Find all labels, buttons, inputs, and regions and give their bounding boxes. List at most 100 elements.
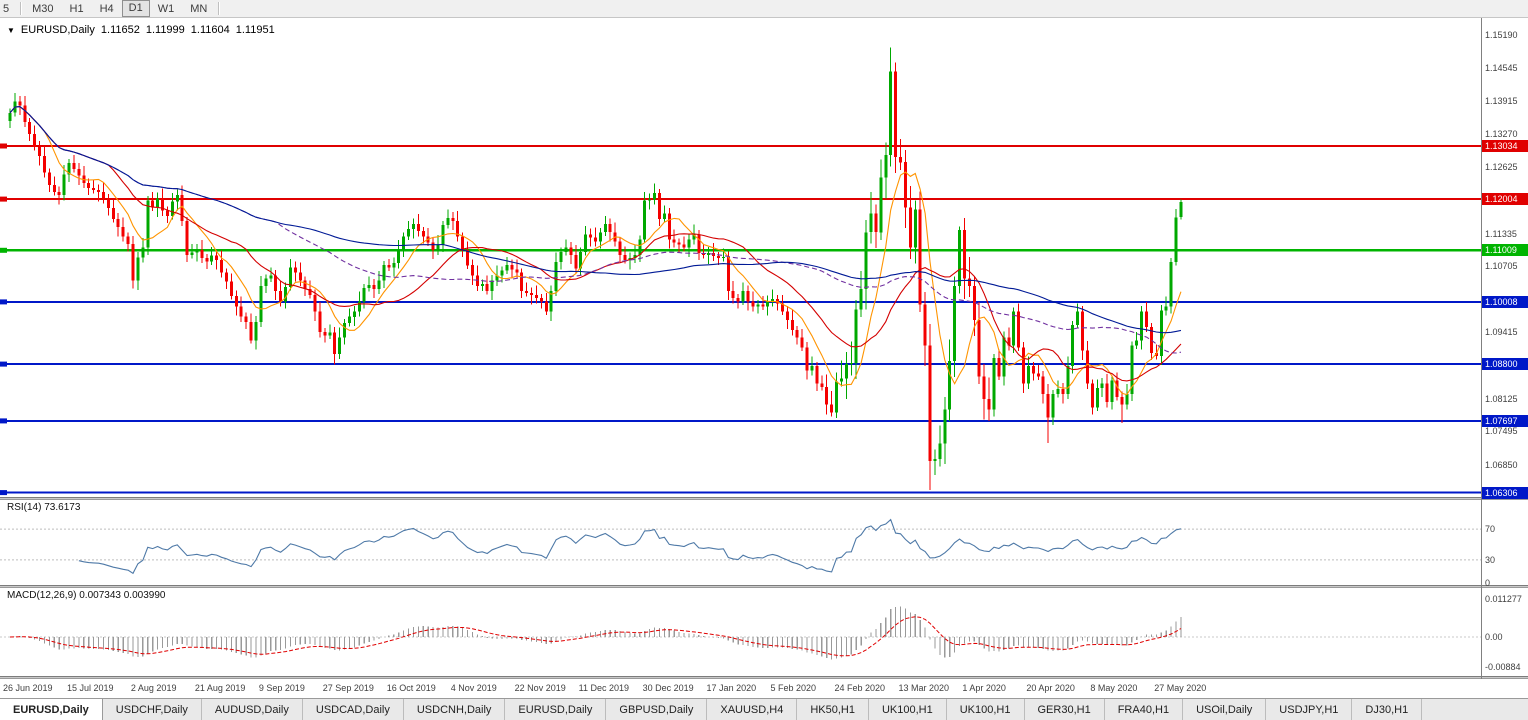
candle <box>377 280 381 289</box>
candle <box>333 332 337 354</box>
chart-tab-xauusd-h4[interactable]: XAUUSD,H4 <box>707 699 798 720</box>
candle <box>8 112 12 121</box>
candle <box>274 275 278 291</box>
candle <box>1061 388 1065 394</box>
chart-tab-gbpusd-daily[interactable]: GBPUSD,Daily <box>606 699 708 720</box>
price-axis-tick: 1.13270 <box>1485 128 1518 139</box>
timeframe-button-5[interactable]: 5 <box>3 2 10 15</box>
candle <box>987 399 991 410</box>
price-level-badge[interactable]: 1.10008 <box>1482 295 1528 308</box>
panel-splitter-rsi-macd[interactable] <box>0 585 1528 588</box>
chart-tab-eurusd-daily[interactable]: EURUSD,Daily <box>0 699 103 720</box>
candle <box>249 321 253 341</box>
candle <box>849 363 853 365</box>
candle <box>357 301 361 312</box>
timeframe-button-m30[interactable]: M30 <box>32 2 54 15</box>
candle <box>47 172 51 185</box>
price-level-badge[interactable]: 1.07697 <box>1482 414 1528 427</box>
candle <box>534 295 538 299</box>
panel-splitter-main-rsi[interactable] <box>0 497 1528 500</box>
candle <box>510 265 514 270</box>
candle <box>185 220 189 255</box>
ohlc-open-value: 1.11652 <box>100 24 140 36</box>
price-axis-tick: 1.12625 <box>1485 162 1518 173</box>
chart-tab-usdcad-daily[interactable]: USDCAD,Daily <box>302 699 404 720</box>
timeframe-button-h4[interactable]: H4 <box>99 2 114 15</box>
chart-tab-hk50-h1[interactable]: HK50,H1 <box>797 699 869 720</box>
candle <box>997 357 1001 377</box>
chart-tab-eurusd-daily[interactable]: EURUSD,Daily <box>505 699 607 720</box>
candle <box>1100 383 1104 388</box>
candle <box>889 71 893 155</box>
macd-indicator-panel[interactable] <box>0 588 1481 676</box>
price-axis-tick: 1.15190 <box>1485 29 1518 40</box>
candle <box>574 254 578 269</box>
candle <box>721 257 725 258</box>
candlestick-chart[interactable] <box>0 18 1481 497</box>
timeframe-button-mn[interactable]: MN <box>190 2 208 15</box>
time-axis-label: 27 Sep 2019 <box>322 683 374 693</box>
candle <box>175 195 179 202</box>
candle <box>830 404 834 413</box>
chart-tab-usdcnh-daily[interactable]: USDCNH,Daily <box>403 699 506 720</box>
candle <box>923 304 927 346</box>
chart-tab-fra40-h1[interactable]: FRA40,H1 <box>1104 699 1184 720</box>
price-axis-divider <box>1481 18 1482 679</box>
chart-tab-usdchf-daily[interactable]: USDCHF,Daily <box>102 699 202 720</box>
candle <box>180 195 184 221</box>
candle <box>1090 383 1094 408</box>
price-level-badge[interactable]: 1.08800 <box>1482 358 1528 371</box>
candle <box>1022 347 1026 384</box>
timeframe-button-h1[interactable]: H1 <box>69 2 84 15</box>
time-axis-label: 16 Oct 2019 <box>386 683 436 693</box>
candle <box>908 207 912 248</box>
candle <box>864 232 868 289</box>
time-axis[interactable]: 26 Jun 2019 15 Jul 2019 2 Aug 2019 21 Aug 2… <box>0 679 1481 698</box>
candle <box>598 232 602 242</box>
candle <box>618 241 622 255</box>
time-axis-label: 21 Aug 2019 <box>194 683 246 693</box>
candle <box>505 265 509 271</box>
chart-tab-uk100-h1[interactable]: UK100,H1 <box>868 699 947 720</box>
timeframe-button-w1[interactable]: W1 <box>157 2 175 15</box>
price-axis-tick: 1.11335 <box>1485 228 1517 239</box>
candle <box>756 304 760 307</box>
price-axis[interactable]: 1.15190 1.14545 1.13915 1.13270 1.12625 1.113… <box>1482 0 1528 698</box>
candle <box>662 213 666 219</box>
candle <box>288 267 292 287</box>
candle <box>254 321 258 341</box>
candle <box>1140 311 1144 341</box>
hline-left-marker <box>0 418 7 424</box>
candle <box>303 280 307 289</box>
chart-tab-uk100-h1[interactable]: UK100,H1 <box>946 699 1025 720</box>
candle <box>170 201 174 216</box>
candle <box>106 198 110 209</box>
chart-tab-dj30-h1[interactable]: DJ30,H1 <box>1352 699 1423 720</box>
candle <box>387 265 391 268</box>
candle <box>131 244 135 281</box>
rsi-indicator-panel[interactable] <box>0 500 1481 585</box>
price-level-badge[interactable]: 1.06306 <box>1482 486 1528 499</box>
panel-splitter-macd-dates[interactable] <box>0 676 1528 679</box>
chart-tab-usdjpy-h1[interactable]: USDJPY,H1 <box>1266 699 1353 720</box>
chart-tab-usoil-daily[interactable]: USOil,Daily <box>1183 699 1267 720</box>
price-level-badge[interactable]: 1.12004 <box>1482 193 1528 206</box>
candle <box>869 213 873 233</box>
candle <box>539 298 543 302</box>
candle <box>318 311 322 333</box>
price-level-badge[interactable]: 1.11009 <box>1482 244 1528 257</box>
chart-tab-audusd-daily[interactable]: AUDUSD,Daily <box>201 699 303 720</box>
candle <box>854 309 858 364</box>
candle <box>707 252 711 255</box>
candle <box>1174 217 1178 263</box>
candle <box>293 267 297 273</box>
price-level-badge[interactable]: 1.13034 <box>1482 140 1528 153</box>
chart-tab-ger30-h1[interactable]: GER30,H1 <box>1024 699 1105 720</box>
candle <box>1179 201 1183 218</box>
candle <box>1149 327 1153 353</box>
candle <box>608 224 612 233</box>
timeframe-button-d1[interactable]: D1 <box>121 0 150 17</box>
collapse-chart-icon[interactable]: ▼ <box>7 25 15 35</box>
candle <box>1076 311 1080 325</box>
candle <box>146 200 150 248</box>
